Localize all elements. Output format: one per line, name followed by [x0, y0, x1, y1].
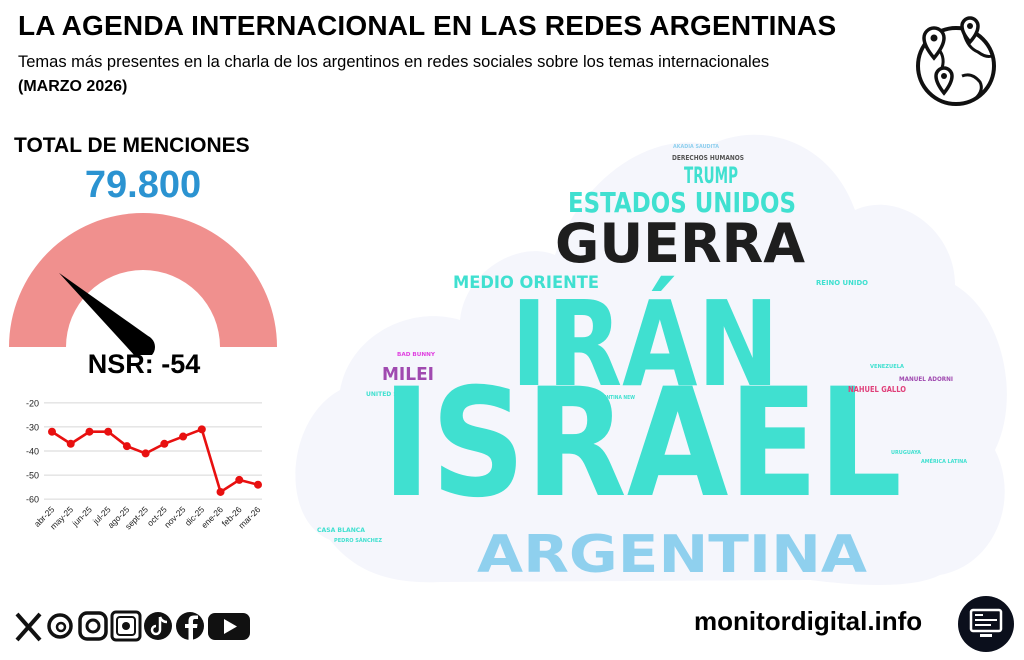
y-tick-label: -30 — [26, 422, 39, 432]
tiktok-icon[interactable] — [144, 612, 172, 640]
word-cloud-term: GUERRA — [555, 212, 805, 275]
x-tick-label: jun-25 — [69, 504, 94, 529]
word-cloud-term: ISRAEL — [382, 357, 902, 531]
data-point — [254, 480, 262, 489]
y-tick-label: -60 — [26, 495, 39, 505]
word-cloud-term: AMÉRICA LATINA — [921, 457, 968, 465]
word-cloud-term: MEDIO ORIENTE — [453, 273, 599, 293]
nsr-trend-line — [51, 427, 259, 494]
word-cloud-term: IRÁN — [511, 275, 779, 413]
monitor-screen-icon — [958, 596, 1014, 652]
word-cloud-term: MANUEL ADORNI — [899, 375, 953, 383]
total-mentions-value: 79.800 — [84, 164, 202, 206]
y-tick-label: -50 — [26, 471, 39, 481]
y-tick-label: -40 — [26, 447, 39, 457]
word-cloud-term: TRUMP — [684, 164, 738, 189]
word-cloud-term: REINO UNIDO — [816, 279, 868, 287]
word-cloud-term: ARGENTINA — [477, 525, 867, 585]
site-url[interactable]: monitordigital.info — [694, 606, 923, 636]
data-point — [48, 427, 56, 436]
gauge-needle — [58, 272, 151, 355]
data-point — [141, 449, 150, 458]
data-point — [66, 439, 75, 448]
x-tick-label: nov-25 — [162, 504, 188, 530]
data-point — [179, 432, 188, 441]
word-cloud-term: VENEZUELA — [870, 364, 905, 370]
nsr-trend-line-chart: -20-30-40-50-60 abr-25may-25jun-25jul-25… — [26, 398, 263, 531]
threads-icon[interactable] — [47, 613, 73, 639]
cloud-shape — [295, 134, 1007, 585]
data-point — [122, 442, 131, 451]
globe-map-pins-icon — [916, 16, 996, 106]
data-point — [197, 425, 206, 434]
word-cloud-term: CASA BLANCA — [317, 527, 365, 534]
gauge-hub — [131, 335, 155, 355]
x-tick-label: ene-26 — [199, 504, 225, 530]
word-cloud-term: BAD BUNNY — [397, 352, 436, 358]
word-cloud-term: MILEI — [382, 364, 434, 385]
nsr-value: NSR: -54 — [87, 349, 201, 379]
word-cloud-term: ESTADOS UNIDOS — [568, 186, 796, 219]
word-cloud-term: NAHUEL GALLO — [848, 385, 906, 394]
x-icon[interactable] — [15, 612, 42, 642]
word-cloud-term: UNITED STATES — [366, 391, 418, 398]
period-label: (MARZO 2026) — [18, 78, 128, 95]
gauge-arc — [9, 213, 277, 347]
page-title: LA AGENDA INTERNACIONAL EN LAS REDES ARG… — [18, 10, 837, 41]
data-point — [216, 487, 225, 496]
page-subtitle: Temas más presentes en la charla de los … — [18, 53, 770, 71]
newsletter-icon[interactable] — [110, 610, 142, 642]
word-cloud-term: AKADIA SAUDITA — [673, 144, 720, 150]
word-cloud-term: DERECHOS HUMANOS — [672, 154, 744, 162]
facebook-icon[interactable] — [176, 612, 204, 640]
total-mentions-label: TOTAL DE MENCIONES — [14, 134, 250, 157]
word-cloud-term: ARGENTINA NEW — [593, 395, 635, 401]
data-point — [104, 427, 113, 436]
nsr-gauge — [9, 213, 277, 355]
data-point — [160, 439, 169, 448]
youtube-icon[interactable] — [208, 613, 250, 640]
y-tick-label: -20 — [26, 398, 39, 408]
word-cloud-term: PEDRO SÁNCHEZ — [334, 537, 382, 544]
instagram-icon[interactable] — [78, 611, 108, 641]
data-point — [85, 427, 94, 436]
data-point — [235, 475, 244, 484]
social-icons — [15, 610, 250, 642]
word-cloud-term: URUGUAYA — [891, 450, 921, 456]
